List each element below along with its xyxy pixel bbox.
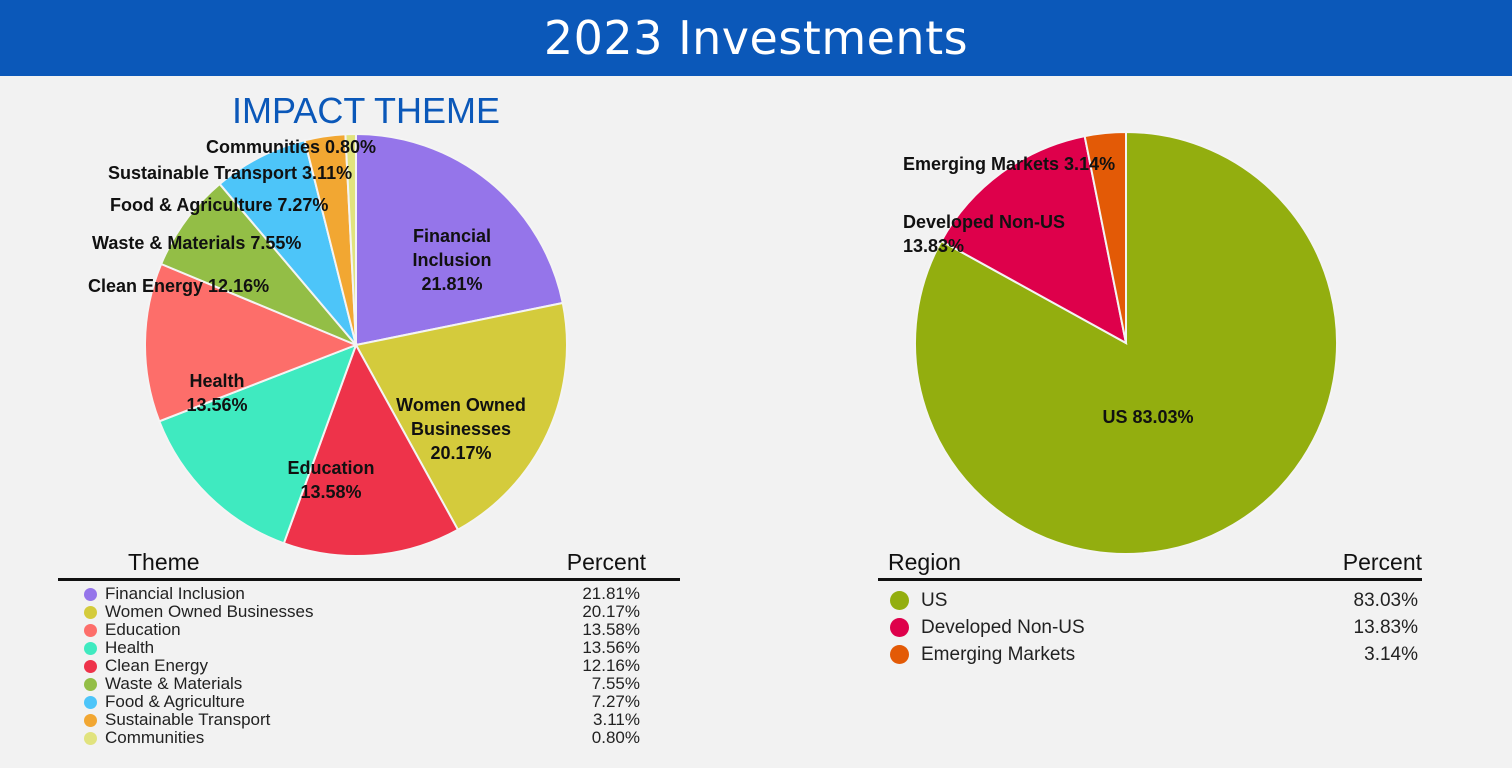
legend-dot-food-and-agriculture bbox=[84, 695, 97, 709]
legend-dot-waste-and-materials bbox=[84, 677, 97, 691]
slice-label-health: Health 13.56% bbox=[186, 371, 247, 415]
slice-label-financial-inclusion: Financial Inclusion 21.81% bbox=[412, 226, 491, 294]
theme-name-health: Health bbox=[105, 638, 155, 657]
header-bar: 2023 Investments bbox=[0, 0, 1512, 76]
legend-dot-health bbox=[84, 641, 97, 655]
region-percent-us: 83.03% bbox=[1353, 589, 1418, 611]
legend-dot-clean-energy bbox=[84, 659, 97, 673]
legend-dot-education bbox=[84, 623, 97, 637]
legend-dot-women-owned-businesses bbox=[84, 605, 97, 619]
legend-dot-developed-non-us bbox=[890, 618, 909, 637]
region-table: Region Percent US 83.03% Developed Non-US 1… bbox=[878, 549, 1422, 668]
legend-dot-financial-inclusion bbox=[84, 587, 97, 601]
theme-name-food-and-agriculture: Food & Agriculture bbox=[105, 692, 245, 711]
slice-label-us: US 83.03% bbox=[1102, 407, 1193, 427]
theme-row-financial-inclusion: Financial Inclusion 21.81% bbox=[58, 584, 680, 603]
theme-percent-education: 13.58% bbox=[582, 620, 640, 639]
theme-row-education: Education 13.58% bbox=[58, 620, 680, 639]
theme-percent-health: 13.56% bbox=[582, 638, 640, 657]
theme-percent-women-owned-businesses: 20.17% bbox=[582, 602, 640, 621]
slice-label-clean-energy: Clean Energy 12.16% bbox=[88, 276, 269, 296]
slice-label-waste-and-materials: Waste & Materials 7.55% bbox=[92, 233, 301, 253]
theme-name-financial-inclusion: Financial Inclusion bbox=[105, 584, 245, 603]
theme-row-communities: Communities 0.80% bbox=[58, 728, 680, 747]
theme-row-food-and-agriculture: Food & Agriculture 7.27% bbox=[58, 692, 680, 711]
legend-dot-communities bbox=[84, 731, 97, 745]
region-table-rows: US 83.03% Developed Non-US 13.83% Emerging M… bbox=[878, 581, 1422, 668]
theme-percent-clean-energy: 12.16% bbox=[582, 656, 640, 675]
slice-label-emerging-markets: Emerging Markets 3.14% bbox=[903, 154, 1115, 174]
region-table-header: Region Percent bbox=[878, 549, 1422, 581]
theme-percent-sustainable-transport: 3.11% bbox=[593, 710, 640, 729]
region-percent-developed-non-us: 13.83% bbox=[1353, 616, 1418, 638]
theme-column-header: Theme bbox=[128, 549, 200, 575]
slice-label-women-owned-businesses: Women Owned Businesses 20.17% bbox=[396, 395, 526, 463]
impact-theme-title: IMPACT THEME bbox=[232, 90, 501, 131]
theme-table-rows: Financial Inclusion 21.81% Women Owned Bus… bbox=[58, 581, 680, 747]
slice-label-developed-non-us: Developed Non-US 13.83% bbox=[903, 212, 1065, 256]
theme-percent-column-header: Percent bbox=[566, 549, 646, 575]
theme-name-waste-and-materials: Waste & Materials bbox=[105, 674, 243, 693]
pie-slice-financial-inclusion bbox=[355, 132, 564, 347]
theme-table-header: Theme Percent bbox=[58, 549, 680, 581]
region-column-header: Region bbox=[888, 549, 961, 575]
slice-label-food-and-agriculture: Food & Agriculture 7.27% bbox=[110, 195, 328, 215]
theme-row-women-owned-businesses: Women Owned Businesses 20.17% bbox=[58, 602, 680, 621]
slice-label-education: Education 13.58% bbox=[287, 458, 374, 502]
theme-table: Theme Percent Financial Inclusion 21.81% W… bbox=[58, 549, 680, 747]
pie-slice-clean-energy bbox=[144, 262, 359, 423]
theme-name-clean-energy: Clean Energy bbox=[105, 656, 209, 675]
slice-label-sustainable-transport: Sustainable Transport 3.11% bbox=[108, 163, 352, 183]
legend-dot-emerging-markets bbox=[890, 645, 909, 664]
theme-percent-financial-inclusion: 21.81% bbox=[582, 584, 640, 603]
pie-slice-communities bbox=[344, 132, 357, 346]
theme-row-health: Health 13.56% bbox=[58, 638, 680, 657]
theme-percent-communities: 0.80% bbox=[591, 728, 640, 747]
slice-label-communities: Communities 0.80% bbox=[206, 137, 376, 157]
pie-slice-developed-non-us bbox=[939, 134, 1128, 345]
theme-row-sustainable-transport: Sustainable Transport 3.11% bbox=[58, 710, 680, 729]
legend-dot-sustainable-transport bbox=[84, 713, 97, 727]
pie-slice-emerging-markets bbox=[1083, 130, 1127, 344]
region-row-emerging-markets: Emerging Markets 3.14% bbox=[878, 641, 1422, 668]
legend-dot-us bbox=[890, 591, 909, 610]
region-name-us: US bbox=[921, 589, 948, 611]
region-percent-column-header: Percent bbox=[1342, 549, 1422, 575]
theme-name-education: Education bbox=[105, 620, 181, 639]
theme-name-sustainable-transport: Sustainable Transport bbox=[105, 710, 271, 729]
region-row-us: US 83.03% bbox=[878, 587, 1422, 614]
pie-slice-women-owned-businesses bbox=[354, 301, 568, 532]
theme-name-women-owned-businesses: Women Owned Businesses bbox=[105, 602, 314, 621]
theme-row-waste-and-materials: Waste & Materials 7.55% bbox=[58, 674, 680, 693]
region-name-developed-non-us: Developed Non-US bbox=[921, 616, 1085, 638]
theme-percent-food-and-agriculture: 7.27% bbox=[591, 692, 640, 711]
pie-slice-waste-and-materials bbox=[159, 182, 357, 346]
pie-slice-health bbox=[157, 343, 358, 545]
region-percent-emerging-markets: 3.14% bbox=[1364, 643, 1418, 665]
theme-percent-waste-and-materials: 7.55% bbox=[591, 674, 640, 693]
theme-name-communities: Communities bbox=[105, 728, 205, 747]
page-title: 2023 Investments bbox=[543, 11, 969, 65]
pie-slice-education bbox=[282, 342, 460, 557]
region-name-emerging-markets: Emerging Markets bbox=[921, 643, 1076, 665]
theme-row-clean-energy: Clean Energy 12.16% bbox=[58, 656, 680, 675]
region-row-developed-non-us: Developed Non-US 13.83% bbox=[878, 614, 1422, 641]
